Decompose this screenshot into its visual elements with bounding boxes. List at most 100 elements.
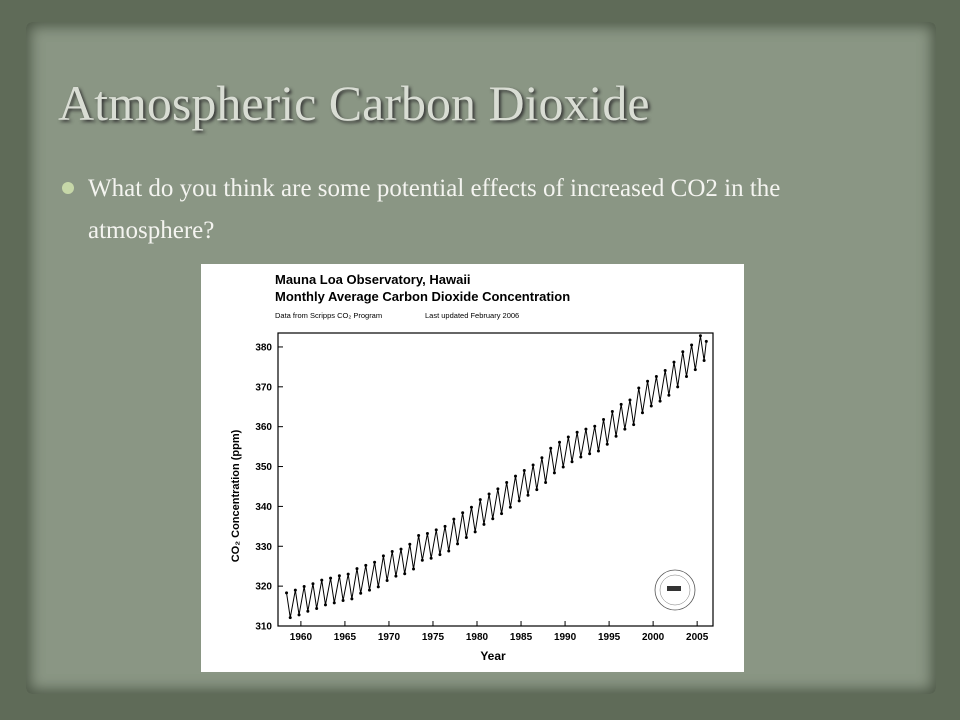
data-point: [364, 563, 368, 567]
data-point: [640, 411, 644, 415]
data-point: [315, 606, 319, 610]
data-point: [575, 430, 579, 434]
data-point: [367, 588, 371, 592]
data-point: [637, 386, 641, 390]
data-point: [535, 488, 539, 492]
data-point: [425, 532, 429, 536]
chart-title: Mauna Loa Observatory, Hawaii: [275, 272, 471, 287]
data-point: [447, 549, 451, 553]
data-point: [461, 511, 465, 515]
y-tick-label: 320: [255, 582, 272, 593]
x-axis-label: Year: [480, 649, 506, 663]
data-point: [663, 368, 667, 372]
data-point: [297, 613, 301, 617]
data-point: [584, 427, 588, 431]
data-point: [619, 402, 623, 406]
y-tick-label: 360: [255, 422, 272, 433]
data-point: [373, 560, 377, 564]
data-point: [558, 440, 562, 444]
y-tick-label: 340: [255, 502, 272, 513]
data-point: [496, 487, 500, 491]
logo: [654, 569, 696, 611]
data-point: [552, 471, 556, 475]
x-tick-label: 1965: [334, 632, 357, 643]
data-point: [561, 465, 565, 469]
data-point: [588, 452, 592, 456]
data-point: [399, 547, 403, 551]
data-point: [320, 578, 324, 582]
data-point: [526, 493, 530, 497]
data-point: [681, 350, 685, 354]
data-point: [649, 404, 653, 408]
x-tick-label: 2000: [642, 632, 665, 643]
data-point: [487, 492, 491, 496]
data-point: [500, 512, 504, 516]
data-point: [394, 574, 398, 578]
data-point: [684, 374, 688, 378]
data-point: [579, 455, 583, 459]
data-point: [667, 393, 671, 397]
chart-updated: Last updated February 2006: [425, 311, 519, 320]
data-point: [676, 385, 680, 389]
data-point: [306, 609, 310, 613]
data-point: [350, 597, 354, 601]
data-point: [505, 480, 509, 484]
data-line: [286, 335, 707, 618]
data-point: [549, 446, 553, 450]
data-point: [704, 339, 708, 343]
data-point: [522, 469, 526, 473]
data-point: [596, 449, 600, 453]
data-point: [614, 434, 618, 438]
data-point: [628, 398, 632, 402]
data-point: [408, 542, 412, 546]
data-point: [302, 585, 306, 589]
data-point: [508, 505, 512, 509]
x-tick-label: 1970: [378, 632, 401, 643]
chart-source: Data from Scripps CO₂ Program: [275, 311, 382, 320]
x-tick-label: 1985: [510, 632, 533, 643]
data-point: [469, 505, 473, 509]
data-point: [456, 542, 460, 546]
y-axis-label: CO₂ Concentration (ppm): [230, 429, 242, 562]
data-point: [403, 572, 407, 576]
data-point: [381, 554, 385, 558]
data-point: [285, 591, 289, 595]
x-tick-label: 1980: [466, 632, 489, 643]
data-point: [672, 360, 676, 364]
chart: Mauna Loa Observatory, Hawaii Monthly Av…: [201, 264, 744, 672]
data-point: [473, 530, 477, 534]
chart-subtitle: Monthly Average Carbon Dioxide Concentra…: [275, 289, 570, 304]
data-point: [323, 603, 327, 607]
data-point: [429, 556, 433, 560]
data-point: [570, 460, 574, 464]
x-tick-label: 1975: [422, 632, 445, 643]
y-tick-label: 380: [255, 342, 272, 353]
data-point: [610, 410, 614, 414]
data-point: [434, 528, 438, 532]
data-point: [646, 379, 650, 383]
data-point: [417, 534, 421, 538]
bullet-text: What do you think are some potential eff…: [88, 175, 781, 244]
data-point: [623, 427, 627, 431]
data-point: [329, 576, 333, 580]
data-point: [605, 442, 609, 446]
data-point: [438, 553, 442, 557]
y-tick-label: 310: [255, 622, 272, 633]
data-point: [311, 582, 315, 586]
x-tick-label: 1990: [554, 632, 577, 643]
y-tick-label: 370: [255, 382, 272, 393]
data-point: [654, 374, 658, 378]
data-point: [385, 579, 389, 583]
data-point: [491, 517, 495, 521]
data-point: [346, 572, 350, 576]
data-point: [531, 463, 535, 467]
data-point: [478, 498, 482, 502]
data-point: [517, 499, 521, 503]
data-point: [359, 591, 363, 595]
data-point: [464, 536, 468, 540]
data-point: [341, 598, 345, 602]
data-point: [412, 567, 416, 571]
data-point: [513, 474, 517, 478]
data-point: [566, 435, 570, 439]
